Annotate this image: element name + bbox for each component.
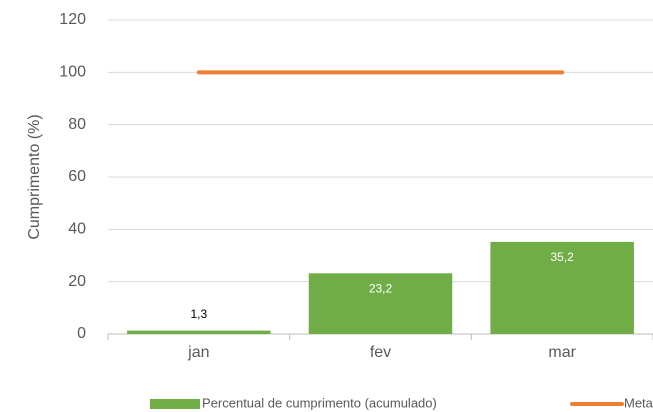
y-axis-title: Cumprimento (%)	[26, 114, 43, 239]
bar	[308, 273, 453, 334]
data-label: 35,2	[550, 250, 574, 264]
bar	[490, 241, 634, 334]
data-label: 23,2	[369, 281, 393, 295]
y-tick-label: 60	[68, 168, 86, 185]
y-tick-label: 80	[68, 116, 86, 133]
y-tick-label: 20	[68, 273, 86, 290]
legend-swatch	[150, 399, 200, 409]
y-tick-label: 100	[59, 64, 86, 81]
x-tick-label: fev	[370, 344, 391, 361]
y-tick-label: 0	[77, 325, 86, 342]
y-tick-label: 120	[59, 11, 86, 28]
x-tick-label: jan	[187, 344, 209, 361]
y-tick-label: 40	[68, 221, 86, 238]
x-tick-label: mar	[548, 344, 576, 361]
legend-label: Percentual de cumprimento (acumulado)	[202, 395, 437, 410]
legend-label: Meta	[624, 395, 653, 410]
bar	[127, 330, 271, 334]
data-label: 1,3	[190, 307, 207, 321]
